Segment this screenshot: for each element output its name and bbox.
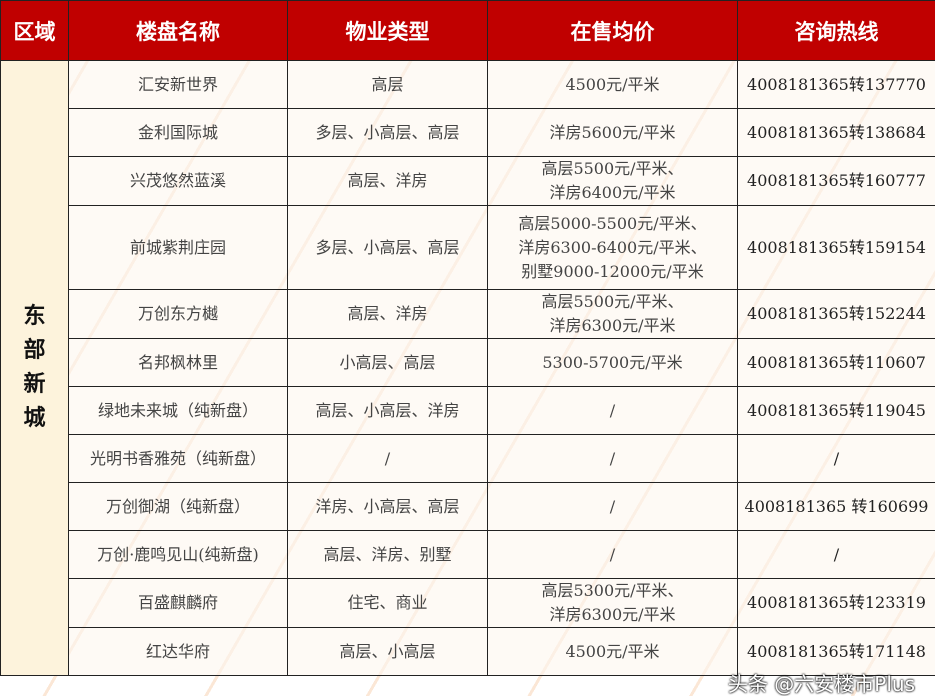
table-row: 红达华府 高层、小高层 4500元/平米 4008181365转171148	[1, 627, 935, 676]
table-row: 前城紫荆庄园 多层、小高层、高层 高层5000-5500元/平米、 洋房6300-6…	[1, 205, 935, 290]
table-row: 金利国际城 多层、小高层、高层 洋房5600元/平米 4008181365转13868…	[1, 108, 935, 157]
name-cell: 名邦枫林里	[68, 338, 288, 387]
table-row: 万创御湖（纯新盘） 洋房、小高层、高层/4008181365 转160699	[1, 482, 935, 531]
phone-cell: 4008181365转138684	[737, 108, 935, 157]
table-row: 万创·鹿鸣见山(纯新盘) 高层、洋房、别墅 / /	[1, 530, 935, 579]
price-cell: 高层5500元/平米、 洋房6300元/平米	[487, 289, 738, 339]
property-table: 区域 楼盘名称 物业类型 在售均价 咨询热线 东部新城 汇安新世界 高层 4500元/…	[0, 0, 935, 676]
price-cell: 高层5000-5500元/平米、 洋房6300-6400元/平米、 别墅9000…	[487, 205, 738, 290]
name-cell: 前城紫荆庄园	[68, 205, 288, 290]
price-cell: 4500元/平米	[487, 627, 738, 676]
region-cell: 东部新城	[0, 60, 69, 676]
phone-cell: 4008181365转119045	[737, 386, 935, 435]
table-row: 东部新城 汇安新世界 高层 4500元/平米 4008181365转137770	[0, 60, 935, 676]
type-cell: 高层、洋房	[287, 289, 488, 339]
watermark-text: 头条 @六安楼市Plus	[727, 672, 915, 696]
phone-cell: 4008181365转110607	[737, 338, 935, 387]
name-cell: 红达华府	[68, 627, 288, 676]
header-type: 物业类型	[287, 0, 488, 61]
price-cell: /	[487, 482, 738, 531]
type-cell: 洋房、小高层、高层	[287, 482, 488, 531]
type-cell: 小高层、高层	[287, 338, 488, 387]
type-cell: 高层	[287, 60, 488, 109]
name-cell: 万创御湖（纯新盘）	[68, 482, 288, 531]
header-phone: 咨询热线	[737, 0, 935, 61]
phone-cell: 4008181365转171148	[737, 627, 935, 676]
price-cell: /	[487, 530, 738, 579]
type-cell: 多层、小高层、高层	[287, 205, 488, 290]
table-row: 兴茂悠然蓝溪 高层、洋房 高层5500元/平米、 洋房6400元/平米 4008181…	[1, 156, 935, 206]
table-row: 光明书香雅苑（纯新盘） / / /	[1, 434, 935, 483]
type-cell: 多层、小高层、高层	[287, 108, 488, 157]
phone-cell: 4008181365转159154	[737, 205, 935, 290]
name-cell: 汇安新世界	[68, 60, 288, 109]
table-row: 万创东方樾 高层、洋房 高层5500元/平米、 洋房6300元/平米 40081813…	[1, 289, 935, 339]
header-name: 楼盘名称	[68, 0, 288, 61]
table-row: 名邦枫林里 小高层、高层 5300-5700元/平米 4008181365转11060…	[1, 338, 935, 387]
header-region: 区域	[0, 0, 69, 61]
type-cell: 住宅、商业	[287, 578, 488, 628]
price-cell: 高层5300元/平米、 洋房6300元/平米	[487, 578, 738, 628]
name-cell: 绿地未来城（纯新盘）	[68, 386, 288, 435]
name-cell: 光明书香雅苑（纯新盘）	[68, 434, 288, 483]
table-row: 百盛麒麟府 住宅、商业 高层5300元/平米、 洋房6300元/平米 40081813…	[1, 578, 935, 628]
price-cell: /	[487, 434, 738, 483]
name-cell: 金利国际城	[68, 108, 288, 157]
phone-cell: 4008181365转123319	[737, 578, 935, 628]
type-cell: 高层、洋房、别墅	[287, 530, 488, 579]
phone-cell: 4008181365转152244	[737, 289, 935, 339]
price-cell: 5300-5700元/平米	[487, 338, 738, 387]
type-cell: 高层、小高层、洋房	[287, 386, 488, 435]
phone-cell: /	[737, 530, 935, 579]
name-cell: 万创东方樾	[68, 289, 288, 339]
type-cell: 高层、小高层	[287, 627, 488, 676]
table-row: 绿地未来城（纯新盘） 高层、小高层、洋房/4008181365转119045	[1, 386, 935, 435]
header-row: 区域 楼盘名称 物业类型 在售均价 咨询热线	[0, 0, 935, 61]
phone-cell: 4008181365转160777	[737, 156, 935, 206]
type-cell: 高层、洋房	[287, 156, 488, 206]
name-cell: 百盛麒麟府	[68, 578, 288, 628]
price-cell: 洋房5600元/平米	[487, 108, 738, 157]
name-cell: 兴茂悠然蓝溪	[68, 156, 288, 206]
price-cell: 高层5500元/平米、 洋房6400元/平米	[487, 156, 738, 206]
header-price: 在售均价	[487, 0, 738, 61]
phone-cell: 4008181365转137770	[737, 60, 935, 109]
name-cell: 万创·鹿鸣见山(纯新盘)	[68, 530, 288, 579]
phone-cell: /	[737, 434, 935, 483]
phone-cell: 4008181365 转160699	[737, 482, 935, 531]
price-cell: /	[487, 386, 738, 435]
type-cell: /	[287, 434, 488, 483]
price-cell: 4500元/平米	[487, 60, 738, 109]
